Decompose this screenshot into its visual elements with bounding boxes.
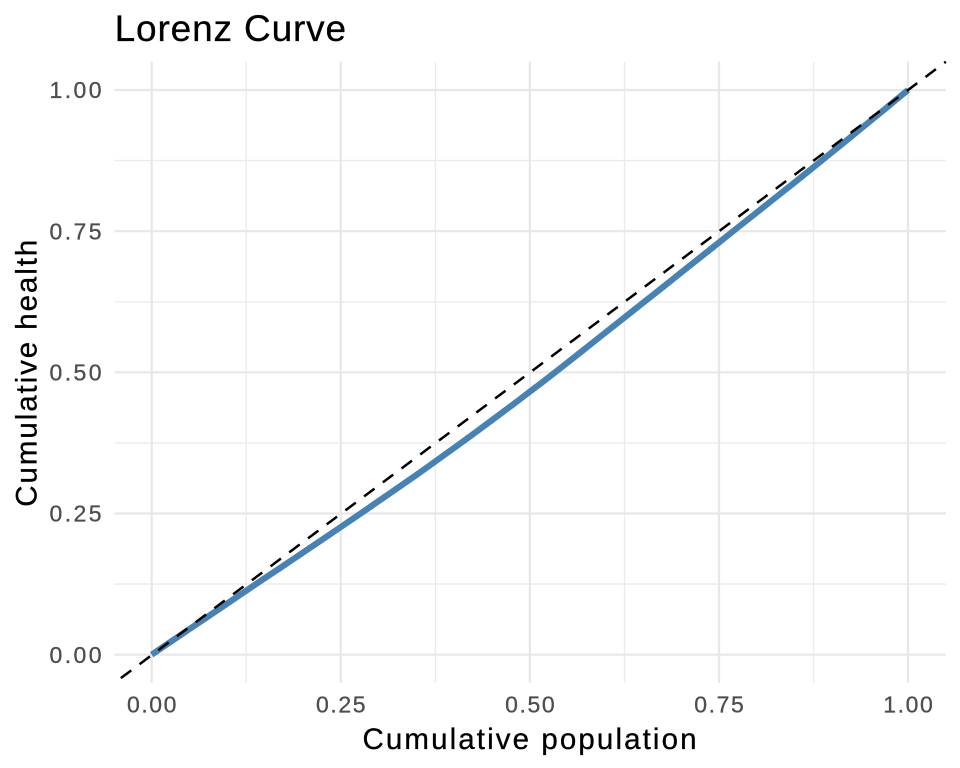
svg-text:0.50: 0.50 xyxy=(505,691,555,717)
svg-text:0.25: 0.25 xyxy=(316,691,366,717)
svg-text:0.75: 0.75 xyxy=(50,218,102,244)
svg-text:Lorenz Curve: Lorenz Curve xyxy=(115,8,347,49)
svg-text:1.00: 1.00 xyxy=(50,77,102,103)
svg-text:0.25: 0.25 xyxy=(50,501,102,527)
svg-text:0.50: 0.50 xyxy=(50,359,102,385)
svg-text:1.00: 1.00 xyxy=(883,691,933,717)
svg-text:0.00: 0.00 xyxy=(50,642,102,668)
svg-text:0.00: 0.00 xyxy=(127,691,177,717)
svg-text:0.75: 0.75 xyxy=(694,691,744,717)
svg-text:Cumulative health: Cumulative health xyxy=(11,240,44,507)
